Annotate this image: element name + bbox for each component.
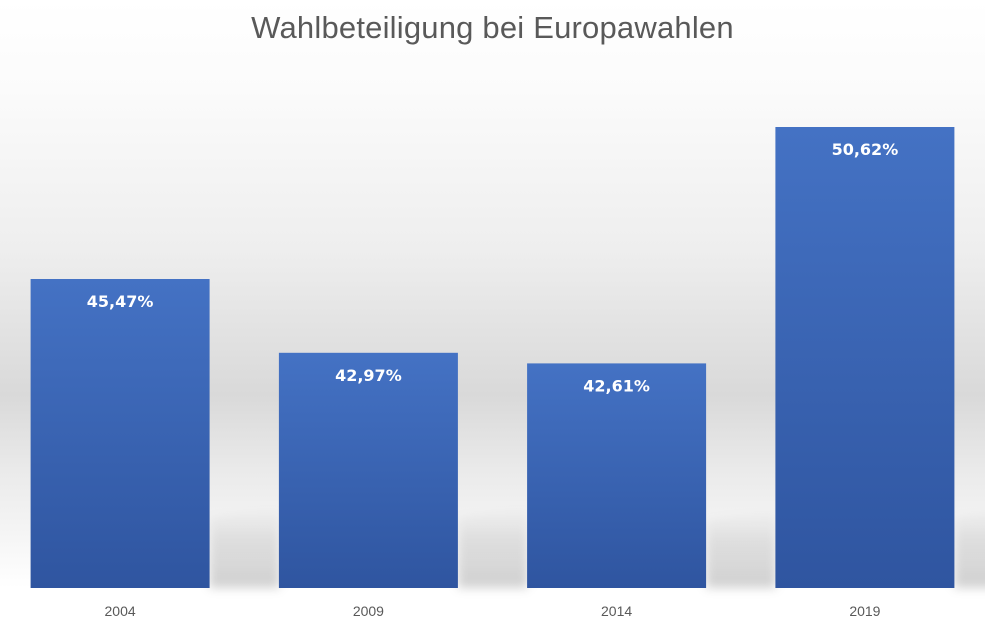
bar-shadow (706, 510, 777, 588)
bar-2014 (527, 363, 707, 588)
bar-2004 (30, 279, 210, 588)
bar-shadow (209, 508, 280, 588)
data-label-2014: 42,61% (583, 376, 650, 395)
data-label-2004: 45,47% (87, 292, 154, 311)
x-tick-label-2014: 2014 (601, 603, 632, 619)
chart-title: Wahlbeteiligung bei Europawahlen (251, 10, 734, 45)
x-tick-label-2009: 2009 (353, 603, 384, 619)
bar-2019 (775, 127, 955, 588)
bar-shadow (954, 513, 985, 588)
data-label-2019: 50,62% (832, 140, 899, 159)
bar-shadow (457, 508, 528, 588)
bar-2009 (278, 352, 458, 588)
x-tick-label-2019: 2019 (849, 603, 880, 619)
x-tick-label-2004: 2004 (105, 603, 136, 619)
data-label-2009: 42,97% (335, 366, 402, 385)
